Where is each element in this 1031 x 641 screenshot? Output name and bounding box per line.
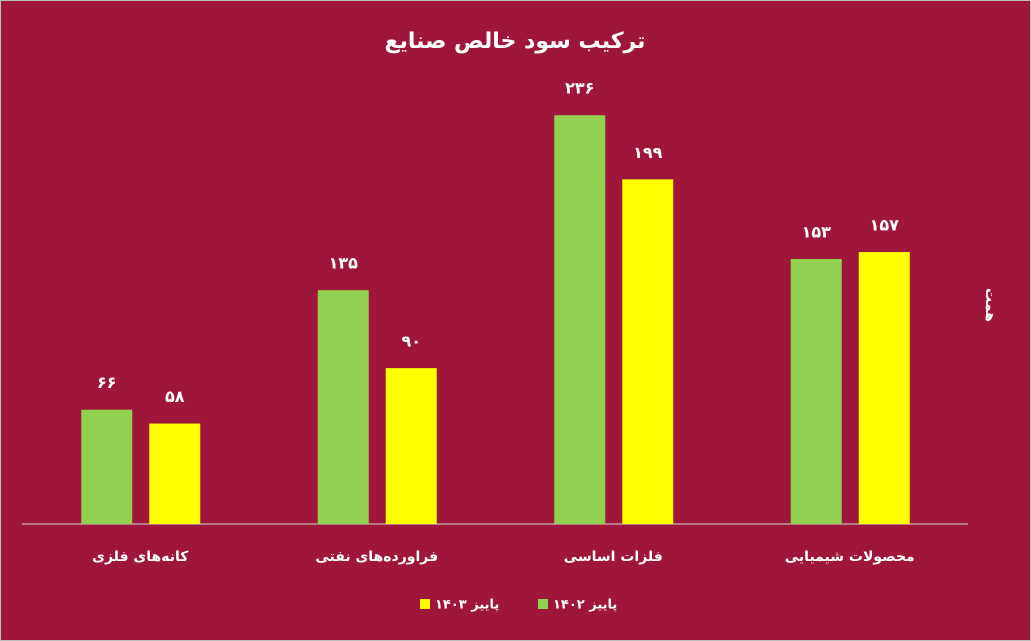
y-axis-label: همت: [982, 288, 998, 322]
legend-label: پاییز ۱۴۰۳: [435, 598, 499, 613]
x-tick-label: فراورده‌های نفتی: [315, 549, 438, 565]
data-label: ۱۵۳: [802, 223, 832, 242]
data-label: ۹۰: [401, 332, 421, 351]
bar: [81, 409, 133, 524]
bar: [790, 259, 842, 524]
data-label: ۱۳۵: [329, 254, 359, 273]
chart-title: ترکیب سود خالص صنایع: [385, 29, 646, 54]
bar: [385, 368, 437, 524]
legend-swatch: [538, 599, 548, 609]
x-tick-label: محصولات شیمیایی: [785, 549, 915, 565]
bar: [858, 252, 910, 525]
data-label: ۱۹۹: [633, 143, 663, 162]
data-label: ۲۳۶: [565, 79, 594, 98]
bar: [622, 179, 674, 524]
data-label: ۶۶: [97, 373, 117, 392]
data-label: ۱۵۷: [870, 216, 900, 235]
legend-label: پاییز ۱۴۰۲: [553, 598, 617, 613]
bar: [317, 290, 369, 524]
legend-swatch: [420, 599, 430, 609]
bar: [149, 423, 201, 524]
data-label: ۵۸: [165, 387, 185, 406]
bar: [554, 115, 606, 525]
x-tick-label: کانه‌های فلزی: [92, 549, 189, 565]
x-tick-label: فلزات اساسی: [564, 549, 663, 565]
